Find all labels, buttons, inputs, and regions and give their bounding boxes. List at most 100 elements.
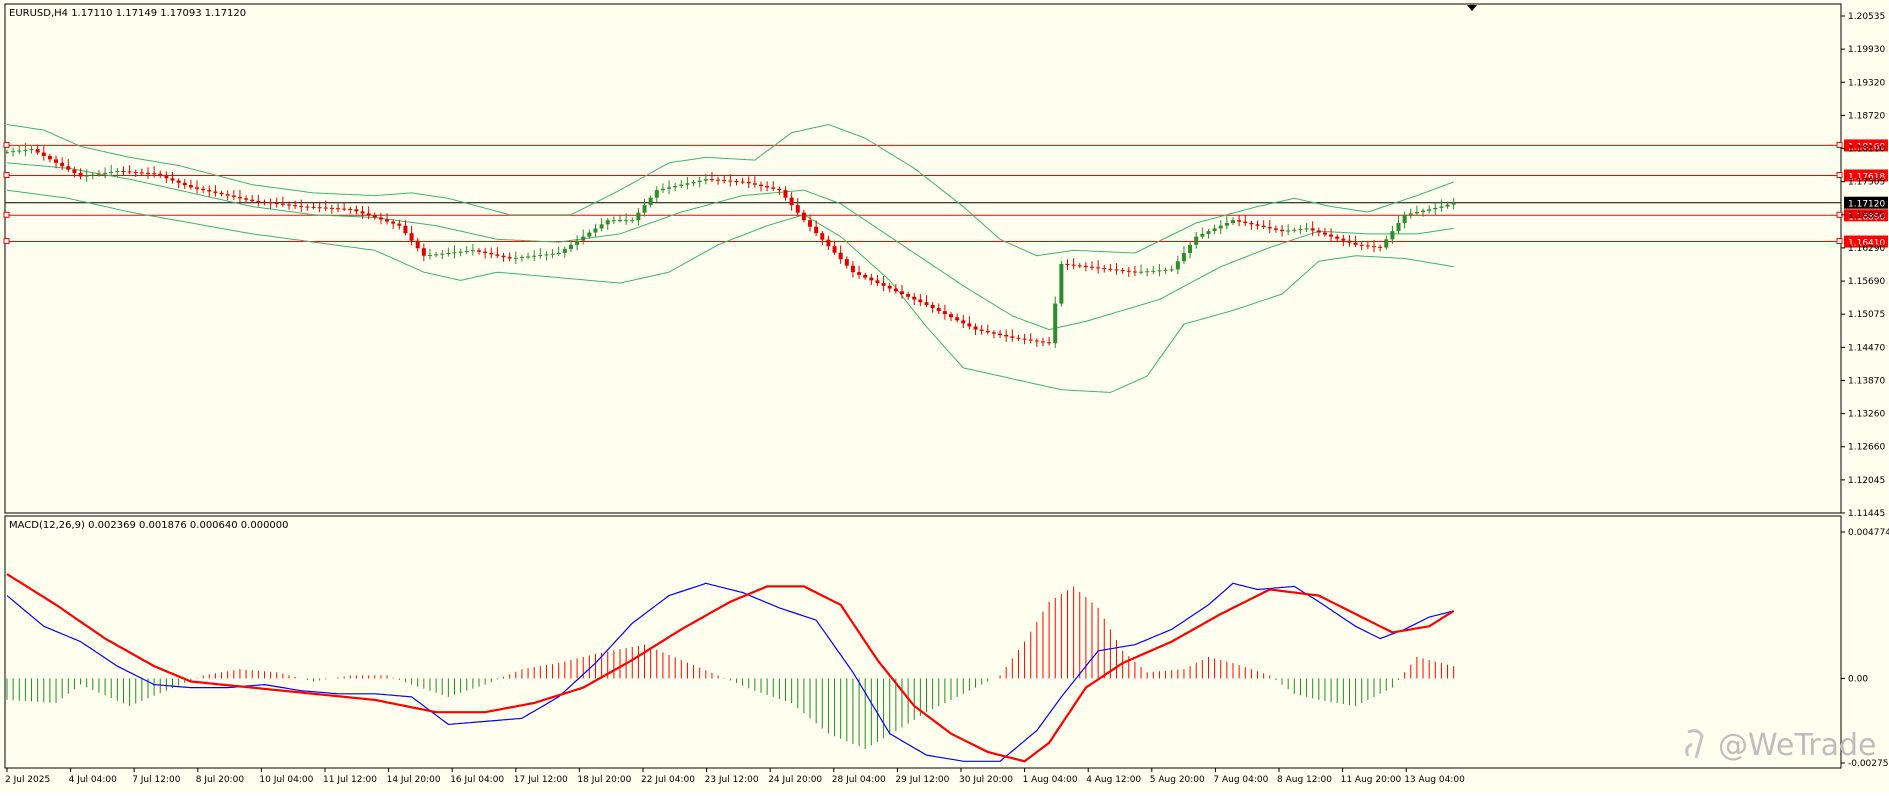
bear-candle [342,208,347,210]
axes: 1.18168 1.17618 1.16890 1.16410 1.17120 1.205… [5,12,1889,785]
bear-candle [354,209,359,212]
bear-candle [1243,221,1248,223]
bull-candle [1384,239,1389,248]
price-axis-label: 1.11445 [1848,509,1885,519]
bear-candle [1102,268,1107,270]
bull-candle [636,212,641,221]
bear-candle [372,215,377,218]
bear-candle [256,201,261,203]
bull-candle [1298,229,1303,231]
bear-candle [820,233,825,240]
bull-candle [1053,303,1058,344]
bear-candle [1114,269,1119,271]
level-price-label: 1.16410 [1848,239,1885,249]
bear-candle [237,196,242,199]
bull-candle [1304,228,1309,230]
bear-candle [158,173,163,177]
bull-candle [581,236,586,241]
bull-candle [440,253,445,255]
bull-candle [587,232,592,237]
bull-candle [1181,253,1186,262]
price-axis-label: 1.18720 [1848,111,1885,121]
bear-candle [973,326,978,330]
bear-candle [709,179,714,181]
bear-candle [1341,238,1346,241]
level-anchor-left [3,238,10,245]
bear-candle [348,208,353,210]
time-axis-label: 4 Aug 12:00 [1086,775,1141,785]
price-plot [3,123,1843,393]
macd-axis-label: 0.00 [1848,674,1868,684]
bull-candle [1224,222,1229,226]
bollinger-band-upper [6,123,1454,257]
bear-candle [924,302,929,305]
bear-candle [1365,245,1370,247]
bear-candle [250,199,255,202]
bull-candle [458,251,463,253]
bull-candle [1427,209,1432,211]
time-axis-label: 8 Jul 20:00 [196,775,245,785]
time-axis-label: 5 Aug 20:00 [1150,775,1205,785]
bear-candle [881,283,886,286]
current-price-tag [1844,196,1888,209]
price-axis-label: 1.16895 [1848,211,1885,221]
time-axis-label: 30 Jul 20:00 [959,775,1013,785]
price-axis-label: 1.13870 [1848,376,1885,386]
bear-candle [1022,338,1027,340]
watermark-logo-icon [1685,729,1704,759]
bear-candle [293,205,298,207]
bear-candle [1090,266,1095,268]
bull-candle [29,149,34,151]
bear-candle [495,254,500,256]
bear-candle [403,225,408,234]
bear-candle [1249,222,1254,225]
bear-candle [1077,265,1082,267]
bear-candle [1316,230,1321,233]
bear-candle [1261,225,1266,228]
bull-candle [673,186,678,188]
price-axis-label: 1.15690 [1848,277,1885,287]
bear-candle [783,190,788,198]
level-price-tag [1844,169,1888,182]
bear-candle [35,149,40,153]
bear-candle [507,257,512,259]
time-axis-label: 11 Aug 20:00 [1341,775,1402,785]
bull-candle [1286,230,1291,232]
bear-candle [219,192,224,195]
bear-candle [483,251,488,254]
bear-candle [323,207,328,209]
price-axis-label: 1.20535 [1848,12,1885,22]
bull-candle [1200,233,1205,237]
bull-candle [1396,222,1401,232]
bear-candle [268,202,273,204]
bear-candle [336,208,341,210]
bear-candle [1322,232,1327,235]
bear-candle [366,213,371,216]
bear-candle [1329,234,1334,237]
bull-candle [1212,228,1217,232]
bear-candle [1310,228,1315,231]
bollinger-band-middle [6,162,1454,331]
bear-candle [887,285,892,289]
bear-candle [893,288,898,292]
time-axis-label: 4 Jul 04:00 [69,775,118,785]
bull-candle [427,255,432,257]
main-price-panel[interactable] [4,3,1842,514]
time-axis-label: 2 Jul 2025 [5,775,50,785]
bear-candle [740,181,745,183]
bear-candle [1028,339,1033,341]
bull-candle [519,257,524,259]
chart-shift-marker-icon[interactable] [1467,5,1477,11]
bear-candle [317,207,322,209]
bear-candle [311,206,316,208]
bear-candle [1378,246,1383,248]
bear-candle [72,169,77,174]
bear-candle [961,320,966,324]
bull-candle [5,151,9,153]
level-anchor-left [3,141,10,148]
bear-candle [139,172,144,174]
macd-panel[interactable] [4,515,1842,769]
bull-candle [1414,212,1419,214]
